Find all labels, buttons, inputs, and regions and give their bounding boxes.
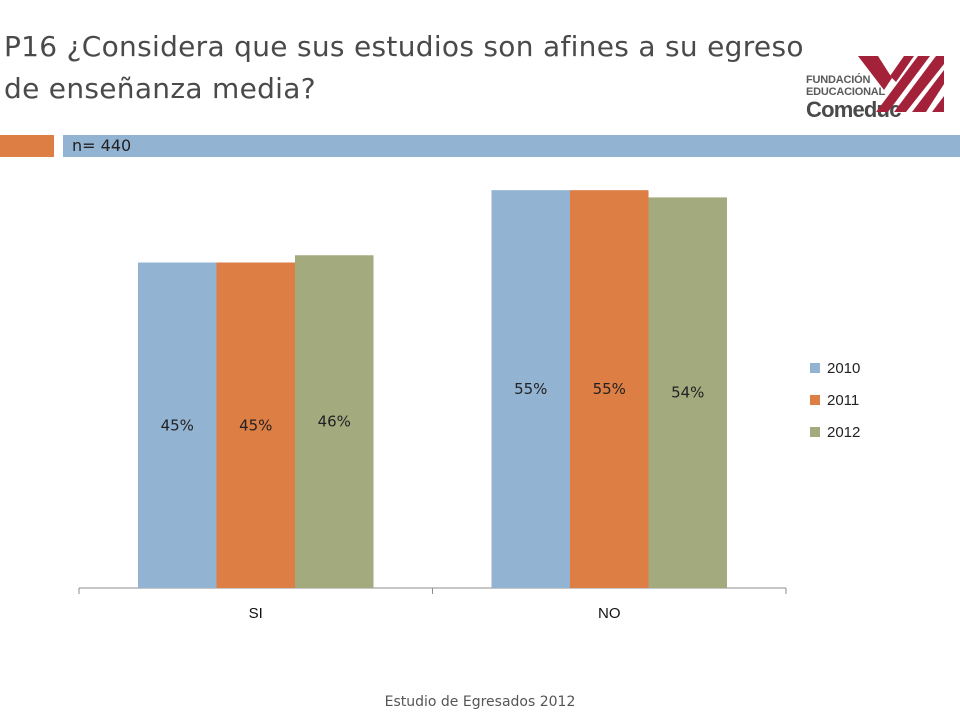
logo-line-1: FUNDACIÓN [806,74,871,86]
slide-title-line-2: de enseñanza media? [4,72,316,105]
slide-title: P16 ¿Considera que sus estudios son afin… [4,26,824,110]
bar-si-2012 [295,255,374,588]
data-label: 46% [318,413,351,431]
accent-band-blue [63,135,960,157]
data-label: 45% [161,416,194,434]
bar-si-2010 [138,262,217,588]
data-label: 55% [593,380,626,398]
accent-band-orange [0,135,54,157]
slide-title-line-1: P16 ¿Considera que sus estudios son afin… [4,30,804,63]
comeduc-logo: FUNDACIÓN EDUCACIONAL Comeduc [806,56,944,122]
legend-swatch [810,427,820,437]
bar-no-2011 [570,190,649,588]
data-label: 45% [239,416,272,434]
legend-label: 2012 [827,424,860,441]
data-label: 54% [671,384,704,402]
sample-size-label: n= 440 [72,136,132,155]
data-label: 55% [514,380,547,398]
logo-line-2: EDUCACIONAL [806,86,886,98]
legend-label: 2010 [827,360,860,377]
x-tick-label: NO [598,605,621,622]
bar-no-2010 [491,190,570,588]
legend-label: 2011 [827,392,859,409]
logo-stripes-icon [858,56,944,112]
x-tick-label: SI [249,605,263,622]
legend-swatch [810,363,820,373]
bar-no-2012 [648,197,727,588]
footer-text: Estudio de Egresados 2012 [384,694,576,710]
bar-si-2011 [216,262,295,588]
legend-swatch [810,395,820,405]
